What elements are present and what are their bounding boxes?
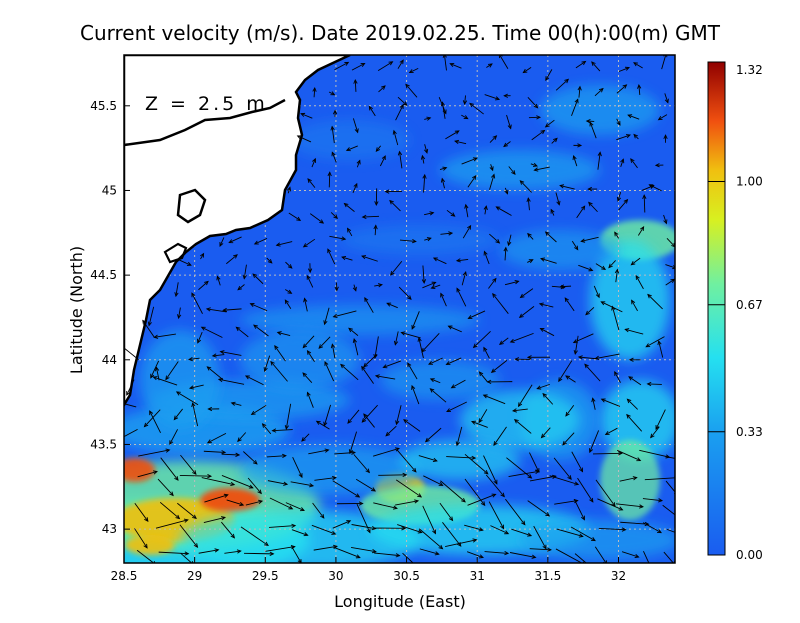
arrow-head — [683, 458, 687, 461]
speed-patch — [115, 458, 155, 482]
speed-patch — [600, 440, 660, 520]
speed-patch — [240, 305, 480, 335]
velocity-arrow — [378, 475, 406, 476]
velocity-arrow — [644, 195, 645, 212]
y-tick-label: 43.5 — [90, 437, 117, 451]
velocity-arrow — [244, 553, 273, 554]
speed-patch — [540, 85, 660, 135]
x-tick-label: 30 — [328, 569, 343, 583]
arrow-head — [422, 571, 426, 575]
speed-patch — [200, 488, 260, 512]
arrow-head — [652, 573, 655, 577]
colorbar: 0.00 0.33 0.67 1.00 1.32 — [708, 62, 763, 562]
speed-patch — [240, 445, 420, 495]
velocity-arrow — [593, 453, 622, 454]
colorbar-tick-label: 0.33 — [736, 425, 763, 439]
y-axis-label: Latitude (North) — [67, 246, 86, 374]
x-tick-label: 31.5 — [534, 569, 561, 583]
arrow-head — [692, 537, 696, 540]
x-tick-label: 29.5 — [252, 569, 279, 583]
arrow-head — [118, 437, 122, 440]
speed-patch — [125, 535, 175, 555]
chart-title: Current velocity (m/s). Date 2019.02.25.… — [80, 21, 721, 45]
arrow-head — [682, 520, 686, 524]
speed-patch — [380, 360, 500, 400]
y-tick-label: 45.5 — [90, 99, 117, 113]
colorbar-tick-label: 0.00 — [736, 548, 763, 562]
speed-patch — [340, 225, 500, 255]
colorbar-tick-label: 0.67 — [736, 298, 763, 312]
colorbar-tick-label: 1.00 — [736, 175, 763, 189]
x-tick-label: 31 — [470, 569, 485, 583]
y-tick-label: 43 — [102, 522, 117, 536]
y-tick-label: 45 — [102, 183, 117, 197]
speed-patch — [400, 440, 520, 480]
x-tick-label: 29 — [187, 569, 202, 583]
colorbar-gradient — [708, 62, 725, 555]
plot-area — [0, 53, 696, 580]
x-axis-label: Longitude (East) — [334, 592, 466, 611]
depth-label: Z = 2.5 m — [145, 93, 268, 115]
velocity-arrow — [329, 172, 330, 187]
arrow-head — [596, 571, 600, 575]
y-tick-label: 44 — [102, 353, 117, 367]
colorbar-tick-label: 1.32 — [736, 63, 763, 77]
speed-patch — [500, 230, 620, 270]
y-tick-label: 44.5 — [90, 268, 117, 282]
x-tick-label: 32 — [611, 569, 626, 583]
velocity-arrow — [648, 384, 662, 385]
x-tick-label: 30.5 — [393, 569, 420, 583]
speed-patch — [440, 150, 600, 190]
speed-patch — [290, 120, 410, 160]
x-tick-label: 28.5 — [111, 569, 138, 583]
